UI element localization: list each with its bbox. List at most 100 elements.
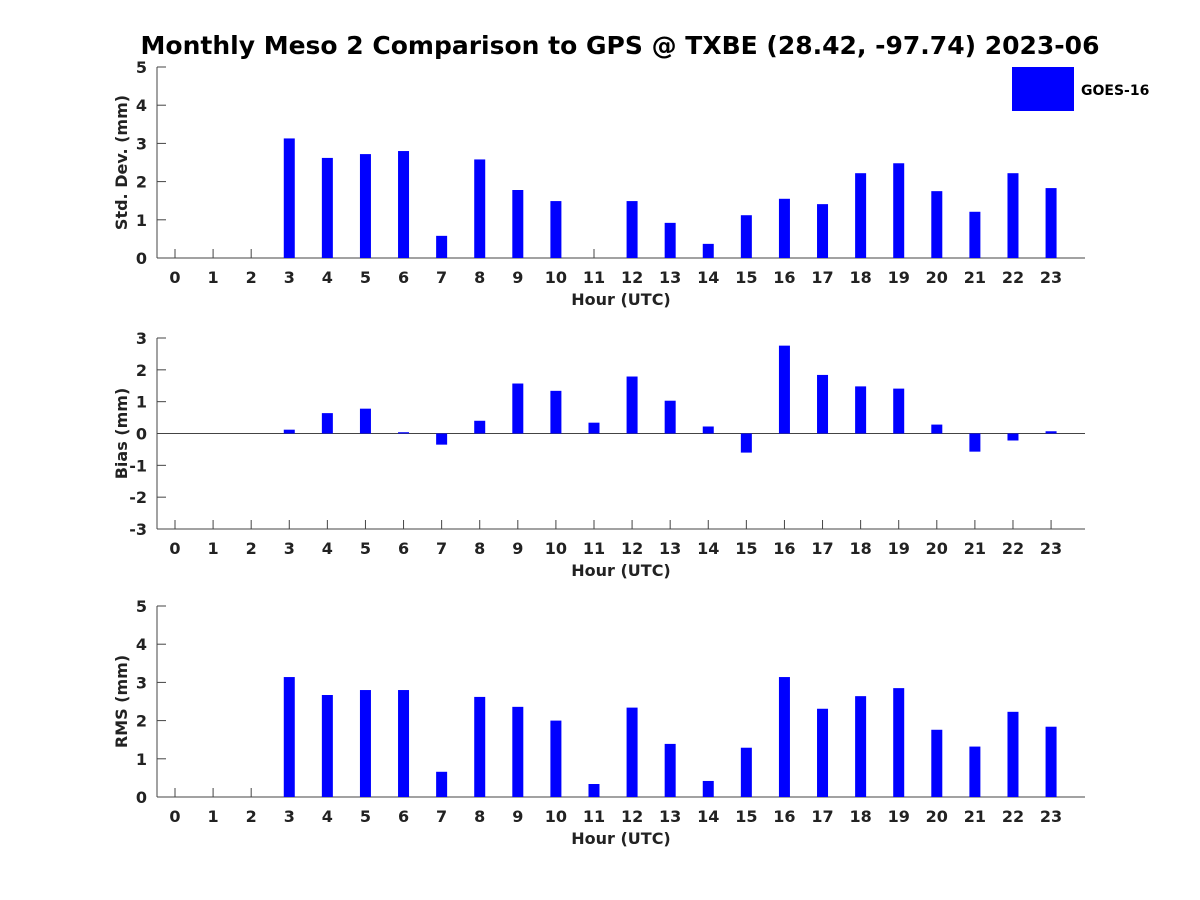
rms-x-tick-label: 13 (659, 807, 681, 826)
bias-bar (1045, 431, 1057, 434)
bias-x-tick-label: 13 (659, 539, 681, 558)
std-dev-y-tick-label: 1 (136, 211, 147, 230)
rms-bar (855, 696, 867, 797)
bias-bar (283, 429, 295, 434)
bias-x-tick-label: 8 (474, 539, 485, 558)
rms-y-tick-label: 1 (136, 750, 147, 769)
std-dev-x-tick-label: 17 (811, 268, 833, 287)
bias-x-tick-label: 0 (169, 539, 180, 558)
std-dev-y-tick-label: 5 (136, 58, 147, 77)
bias-bar (817, 374, 829, 434)
rms-x-tick-label: 4 (322, 807, 333, 826)
rms-x-tick-label: 6 (398, 807, 409, 826)
bias-x-tick-label: 21 (964, 539, 986, 558)
rms-x-tick-label: 11 (583, 807, 605, 826)
rms-bar (283, 677, 295, 797)
std-dev-x-tick-label: 9 (512, 268, 523, 287)
bias-bar (1007, 433, 1019, 441)
rms-x-tick-label: 2 (246, 807, 257, 826)
rms-bar (778, 677, 790, 797)
bias-bar (778, 345, 790, 434)
rms-x-tick-label: 23 (1040, 807, 1062, 826)
std-dev-x-tick-label: 7 (436, 268, 447, 287)
std-dev-x-tick-label: 22 (1002, 268, 1024, 287)
rms-x-axis-label: Hour (UTC) (571, 829, 671, 848)
std-dev-x-tick-label: 0 (169, 268, 180, 287)
rms-bar (550, 720, 562, 797)
std-dev-x-tick-label: 1 (208, 268, 219, 287)
std-dev-bar (1045, 188, 1057, 258)
bias-x-tick-label: 11 (583, 539, 605, 558)
rms-x-tick-label: 12 (621, 807, 643, 826)
std-dev-bar (436, 235, 448, 258)
bias-x-tick-label: 17 (811, 539, 833, 558)
bias-bar (359, 408, 371, 434)
bias-x-tick-label: 19 (888, 539, 910, 558)
rms-y-tick-label: 5 (136, 597, 147, 616)
bias-x-tick-label: 1 (208, 539, 219, 558)
rms-x-tick-label: 5 (360, 807, 371, 826)
rms-x-tick-label: 14 (697, 807, 719, 826)
rms-bar (436, 771, 448, 797)
chart-title: Monthly Meso 2 Comparison to GPS @ TXBE … (141, 31, 1100, 60)
rms-y-tick-label: 0 (136, 788, 147, 807)
std-dev-bar (893, 163, 905, 258)
std-dev-x-tick-label: 5 (360, 268, 371, 287)
std-dev-bar (321, 157, 333, 258)
bias-y-tick-label: -2 (129, 488, 147, 507)
bias-bar (398, 432, 410, 434)
std-dev-bar (855, 173, 867, 258)
bias-bar (588, 422, 600, 434)
bias-y-tick-label: 2 (136, 361, 147, 380)
std-dev-x-tick-label: 16 (773, 268, 795, 287)
rms-bar (702, 780, 714, 797)
std-dev-y-tick-label: 0 (136, 249, 147, 268)
legend-label: GOES-16 (1081, 83, 1149, 99)
rms-bar (969, 746, 981, 797)
bias-y-tick-label: 0 (136, 425, 147, 444)
rms-x-tick-label: 7 (436, 807, 447, 826)
bias-x-tick-label: 7 (436, 539, 447, 558)
std-dev-x-tick-label: 8 (474, 268, 485, 287)
bias-bar (931, 424, 943, 434)
rms-bar (474, 696, 486, 797)
bias-bar (436, 433, 448, 445)
std-dev-bar (474, 159, 486, 258)
std-dev-bar (778, 198, 790, 258)
rms-y-tick-label: 3 (136, 673, 147, 692)
bias-y-tick-label: 3 (136, 329, 147, 348)
bias-x-tick-label: 15 (735, 539, 757, 558)
std-dev-x-tick-label: 14 (697, 268, 719, 287)
rms-x-tick-label: 1 (208, 807, 219, 826)
bias-bar (512, 383, 524, 434)
std-dev-x-tick-label: 4 (322, 268, 333, 287)
bias-x-tick-label: 12 (621, 539, 643, 558)
std-dev-x-tick-label: 6 (398, 268, 409, 287)
rms-bar (1007, 711, 1019, 797)
bias-y-axis-label: Bias (mm) (112, 388, 131, 480)
std-dev-x-tick-label: 21 (964, 268, 986, 287)
std-dev-bar (626, 201, 638, 258)
rms-x-tick-label: 16 (773, 807, 795, 826)
bias-y-tick-label: -3 (129, 520, 147, 539)
rms-x-tick-label: 20 (926, 807, 948, 826)
bias-x-tick-label: 3 (284, 539, 295, 558)
std-dev-x-tick-label: 12 (621, 268, 643, 287)
bias-bar (893, 388, 905, 434)
std-dev-x-tick-label: 23 (1040, 268, 1062, 287)
std-dev-y-tick-label: 3 (136, 134, 147, 153)
rms-bar (1045, 726, 1057, 797)
rms-y-tick-label: 2 (136, 712, 147, 731)
rms-bar (664, 743, 676, 797)
rms-bar (626, 707, 638, 797)
bias-bar (626, 376, 638, 434)
std-dev-x-tick-label: 3 (284, 268, 295, 287)
std-dev-bar (398, 151, 410, 258)
rms-x-tick-label: 18 (849, 807, 871, 826)
legend: GOES-16 (1012, 67, 1149, 111)
rms-bar (893, 688, 905, 797)
std-dev-x-tick-label: 13 (659, 268, 681, 287)
bias-bar (702, 426, 714, 434)
